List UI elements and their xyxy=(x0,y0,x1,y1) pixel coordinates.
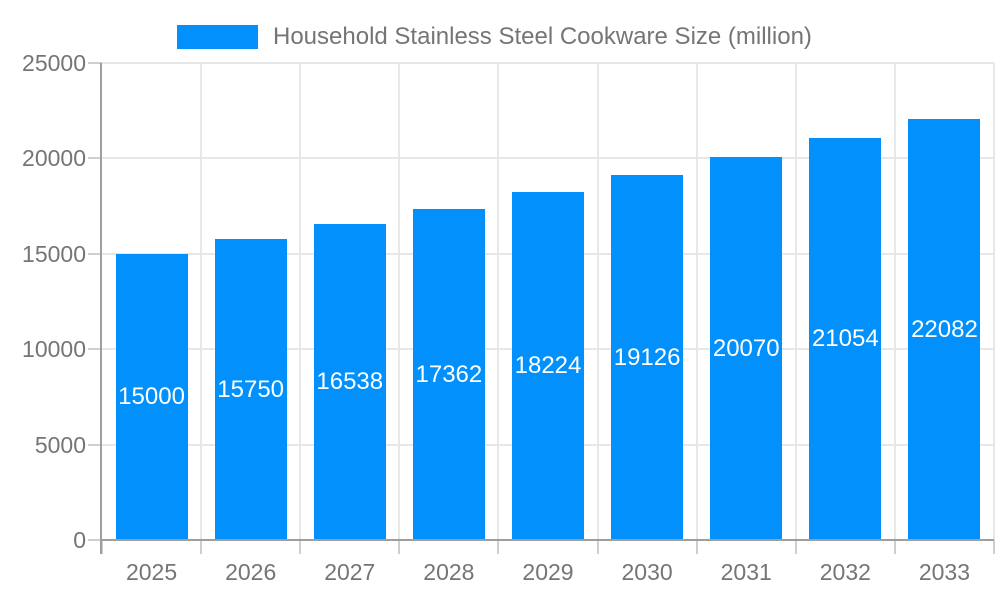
y-axis-label: 20000 xyxy=(22,145,86,172)
x-gridline xyxy=(893,63,896,540)
bar-value-label: 15750 xyxy=(217,375,285,403)
x-axis-label: 2030 xyxy=(621,559,673,585)
bar-value-label: 18224 xyxy=(514,352,582,379)
x-axis-label: 2027 xyxy=(324,559,376,585)
x-axis-label: 2031 xyxy=(720,559,772,585)
y-tick xyxy=(88,157,102,160)
y-axis-label: 10000 xyxy=(22,336,86,363)
x-tick xyxy=(695,540,698,554)
bar xyxy=(809,138,882,540)
bar-value-label: 21054 xyxy=(811,325,879,352)
bar xyxy=(710,157,783,540)
legend-title: Household Stainless Steel Cookware Size … xyxy=(273,23,812,50)
x-tick xyxy=(993,540,995,554)
x-tick xyxy=(893,540,896,554)
x-axis-label: 2028 xyxy=(423,559,475,585)
bar-value-label: 16538 xyxy=(316,368,384,395)
bar-value-label: 17362 xyxy=(415,360,483,388)
legend-swatch xyxy=(177,25,258,49)
bar-value-label: 20070 xyxy=(712,334,780,362)
y-tick xyxy=(88,539,102,541)
bar xyxy=(115,254,188,540)
x-gridline xyxy=(695,63,698,540)
x-gridline xyxy=(497,63,500,540)
x-axis-label: 2025 xyxy=(125,559,178,585)
x-tick xyxy=(794,540,797,554)
bar-value-label: 15000 xyxy=(118,383,185,410)
x-axis-label: 2029 xyxy=(522,559,574,585)
x-tick xyxy=(101,540,103,554)
bar-value-label: 19126 xyxy=(613,343,681,371)
x-gridline xyxy=(200,63,203,540)
x-axis-label: 2033 xyxy=(918,559,971,585)
y-axis-line xyxy=(100,63,102,554)
x-gridline xyxy=(993,63,995,540)
x-gridline xyxy=(794,63,797,540)
x-tick xyxy=(398,540,401,554)
bar-value-label: 22082 xyxy=(911,315,978,343)
x-gridline xyxy=(398,63,401,540)
y-axis-label: 25000 xyxy=(22,50,86,76)
y-tick xyxy=(88,62,102,64)
chart-legend: Household Stainless Steel Cookware Size … xyxy=(177,25,812,49)
x-axis-label: 2026 xyxy=(225,559,277,585)
y-gridline xyxy=(102,62,994,64)
y-gridline xyxy=(102,157,994,160)
bar xyxy=(214,239,287,540)
x-axis-line xyxy=(102,539,994,541)
bar xyxy=(908,119,981,540)
x-gridline xyxy=(596,63,599,540)
bar xyxy=(611,175,684,540)
y-tick xyxy=(88,348,102,351)
bar xyxy=(313,224,386,540)
x-tick xyxy=(200,540,203,554)
bar xyxy=(412,209,485,540)
y-tick xyxy=(88,443,102,446)
x-tick xyxy=(497,540,500,554)
y-axis-label: 0 xyxy=(73,527,86,553)
x-tick xyxy=(596,540,599,554)
bar xyxy=(512,192,584,540)
y-axis-label: 5000 xyxy=(34,431,86,458)
x-gridline xyxy=(299,63,302,540)
x-tick xyxy=(299,540,302,554)
x-axis-label: 2032 xyxy=(819,559,871,585)
y-axis-label: 15000 xyxy=(22,240,86,267)
y-tick xyxy=(88,252,102,255)
